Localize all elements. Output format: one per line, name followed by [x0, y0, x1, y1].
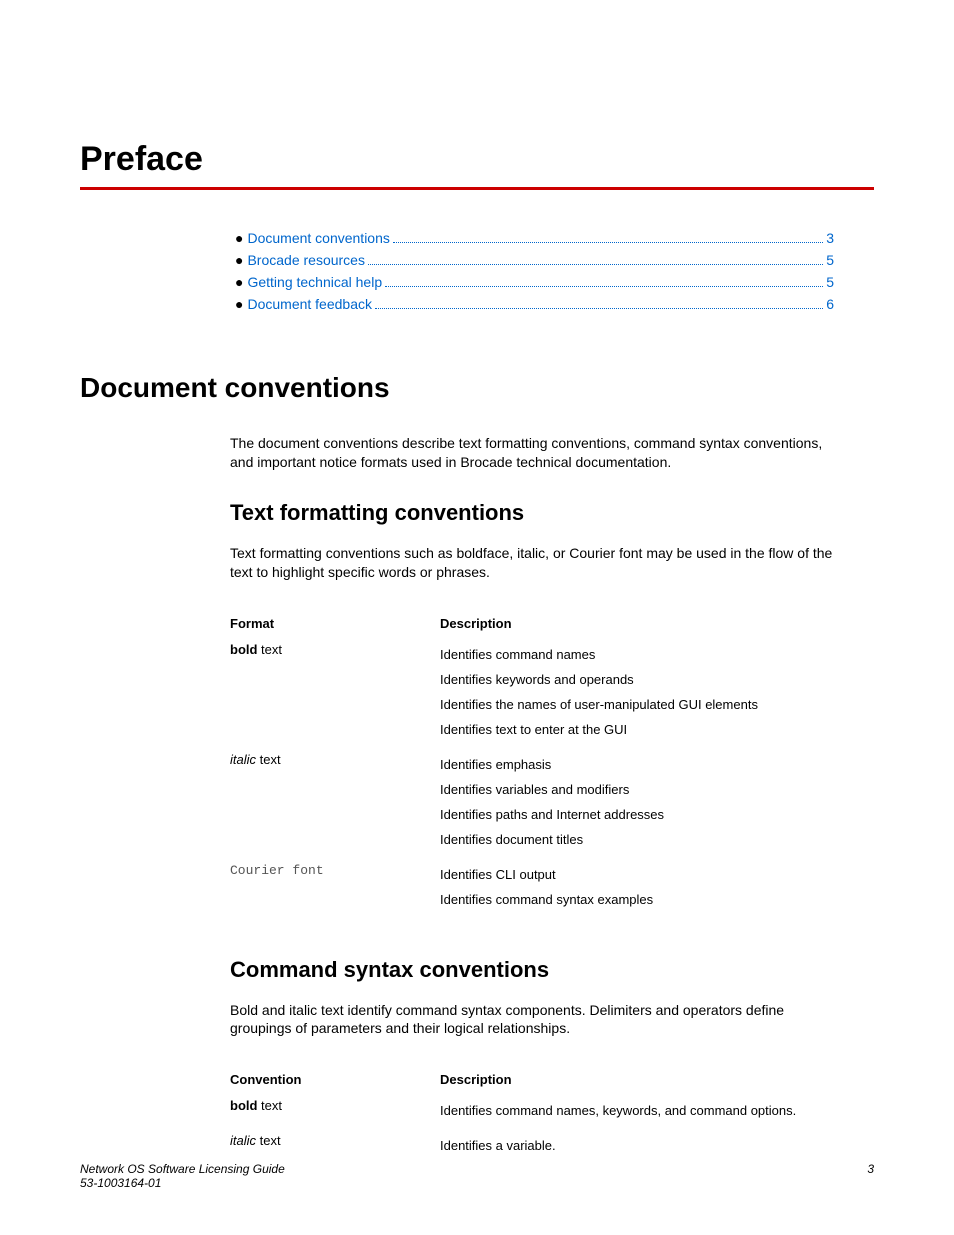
bullet-icon: ●	[235, 230, 243, 246]
toc-leader	[368, 264, 823, 265]
text-formatting-table: Format Description bold textIdentifies c…	[230, 610, 844, 917]
table-row: italic textIdentifies emphasisIdentifies…	[230, 747, 844, 857]
description-line: Identifies command names	[440, 642, 844, 667]
toc-label: Document conventions	[247, 230, 389, 246]
subsection-intro: Text formatting conventions such as bold…	[230, 544, 844, 582]
footer-doc-number: 53-1003164-01	[80, 1176, 285, 1190]
format-cell: Courier font	[230, 857, 440, 917]
toc-leader	[393, 242, 823, 243]
bullet-icon: ●	[235, 296, 243, 312]
section-intro: The document conventions describe text f…	[230, 434, 844, 472]
toc-entry[interactable]: ●Document conventions 3	[235, 230, 834, 246]
format-cell: bold text	[230, 1093, 440, 1128]
toc-label: Brocade resources	[247, 252, 365, 268]
toc-entry[interactable]: ●Document feedback 6	[235, 296, 834, 312]
description-line: Identifies command names, keywords, and …	[440, 1098, 844, 1123]
toc-entry[interactable]: ●Getting technical help 5	[235, 274, 834, 290]
page-title: Preface	[80, 140, 874, 179]
page-footer: Network OS Software Licensing Guide 53-1…	[80, 1162, 874, 1190]
toc-leader	[375, 308, 823, 309]
table-row: bold textIdentifies command names, keywo…	[230, 1093, 844, 1128]
subsection-intro: Bold and italic text identify command sy…	[230, 1001, 844, 1039]
bullet-icon: ●	[235, 274, 243, 290]
accent-rule	[80, 187, 874, 190]
table-header: Convention	[230, 1066, 440, 1093]
toc-label: Getting technical help	[247, 274, 382, 290]
toc-label: Document feedback	[247, 296, 372, 312]
description-line: Identifies the names of user-manipulated…	[440, 692, 844, 717]
toc-page: 3	[826, 230, 834, 246]
table-of-contents: ●Document conventions3●Brocade resources…	[235, 230, 834, 312]
toc-page: 6	[826, 296, 834, 312]
subsection-heading: Text formatting conventions	[230, 500, 844, 526]
description-line: Identifies paths and Internet addresses	[440, 802, 844, 827]
format-cell: italic text	[230, 747, 440, 857]
toc-entry[interactable]: ●Brocade resources 5	[235, 252, 834, 268]
description-line: Identifies CLI output	[440, 862, 844, 887]
description-cell: Identifies a variable.	[440, 1128, 844, 1163]
description-line: Identifies keywords and operands	[440, 667, 844, 692]
description-cell: Identifies emphasisIdentifies variables …	[440, 747, 844, 857]
table-header: Description	[440, 610, 844, 637]
toc-leader	[385, 286, 823, 287]
table-row: bold textIdentifies command namesIdentif…	[230, 637, 844, 747]
description-line: Identifies emphasis	[440, 752, 844, 777]
description-cell: Identifies command namesIdentifies keywo…	[440, 637, 844, 747]
format-cell: bold text	[230, 637, 440, 747]
description-line: Identifies variables and modifiers	[440, 777, 844, 802]
description-line: Identifies command syntax examples	[440, 887, 844, 912]
table-row: italic textIdentifies a variable.	[230, 1128, 844, 1163]
toc-page: 5	[826, 274, 834, 290]
section-heading: Document conventions	[80, 372, 874, 404]
description-cell: Identifies CLI outputIdentifies command …	[440, 857, 844, 917]
description-line: Identifies document titles	[440, 827, 844, 852]
subsection-heading: Command syntax conventions	[230, 957, 844, 983]
footer-doc-title: Network OS Software Licensing Guide	[80, 1162, 285, 1176]
description-line: Identifies text to enter at the GUI	[440, 717, 844, 742]
command-syntax-table: Convention Description bold textIdentifi…	[230, 1066, 844, 1163]
format-cell: italic text	[230, 1128, 440, 1163]
toc-page: 5	[826, 252, 834, 268]
table-row: Courier fontIdentifies CLI outputIdentif…	[230, 857, 844, 917]
description-line: Identifies a variable.	[440, 1133, 844, 1158]
table-header: Description	[440, 1066, 844, 1093]
footer-page-number: 3	[867, 1162, 874, 1190]
table-header: Format	[230, 610, 440, 637]
description-cell: Identifies command names, keywords, and …	[440, 1093, 844, 1128]
footer-left: Network OS Software Licensing Guide 53-1…	[80, 1162, 285, 1190]
bullet-icon: ●	[235, 252, 243, 268]
